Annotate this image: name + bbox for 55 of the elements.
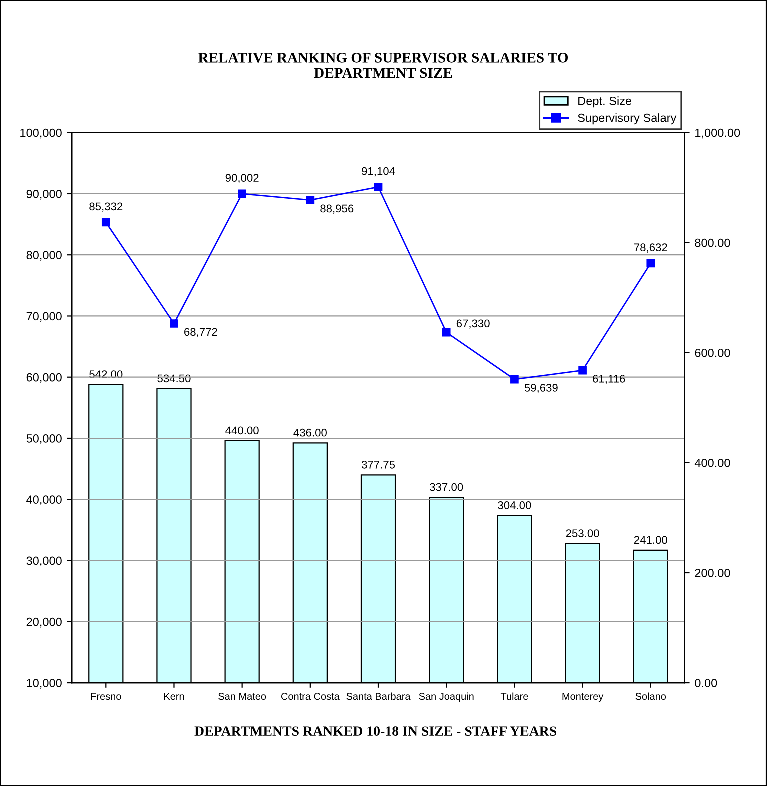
point (170, 320, 178, 328)
data-label: 253.00 (566, 530, 600, 538)
data-label: 337.00 (430, 483, 464, 492)
y2-tick-label: 200.00 (695, 569, 730, 578)
point (102, 218, 110, 227)
x-tick-label: San Joaquin (419, 692, 474, 702)
chart-title: RELATIVE RANKING OF SUPERVISOR SALARIES TO DEPARTMENT SIZE (198, 53, 568, 78)
data-label: 304.00 (498, 502, 532, 510)
y-tick-label: 30,000 (26, 556, 62, 567)
point (578, 366, 587, 375)
point (238, 190, 246, 198)
y2-tick-label: 400.00 (694, 458, 730, 468)
data-label: 68,772 (184, 328, 218, 338)
x-axis-title: DEPARTMENTS RANKED 10-18 IN SIZE - STAFF YEARS (194, 726, 557, 736)
y-tick-label: 10,000 (27, 679, 62, 689)
y-tick-label: 20,000 (26, 618, 62, 628)
data-label: 59,639 (524, 384, 558, 394)
data-label: 88,956 (320, 204, 354, 214)
data-label: 78,632 (634, 244, 668, 253)
point (442, 328, 451, 337)
x-tick-label: Kern (164, 693, 184, 700)
data-label: 85,332 (90, 202, 123, 212)
legend-label: Supervisory Salary (578, 114, 677, 125)
y-tick-label: 50,000 (26, 434, 62, 444)
y-tick-label: 40,000 (26, 496, 62, 506)
data-label: 377.75 (362, 460, 396, 469)
point (374, 183, 383, 192)
x-tick-label: San Mateo (218, 693, 266, 700)
point (306, 196, 315, 205)
data-label: 440.00 (226, 426, 259, 435)
y2-tick-label: 800.00 (695, 238, 730, 248)
x-tick-label: Monterey (562, 693, 604, 702)
y-tick-label: 60,000 (26, 373, 62, 384)
x-tick-label: Fresno (91, 693, 122, 700)
data-label: 90,002 (226, 174, 259, 184)
y2-tick-label: 600.00 (695, 348, 730, 358)
legend-label: Dept. Size (578, 96, 632, 108)
data-label: 436.00 (294, 428, 327, 437)
y-tick-label: 70,000 (26, 312, 62, 322)
data-label: 91,104 (362, 167, 396, 177)
data-label: 534.50 (158, 374, 191, 383)
y-tick-label: 80,000 (26, 251, 62, 261)
point (510, 375, 519, 384)
x-tick-label: Santa Barbara (346, 692, 411, 700)
y2-tick-label: 1,000.00 (696, 128, 740, 139)
x-tick-label: Contra Costa (281, 693, 340, 700)
x-tick-label: Tulare (500, 692, 528, 700)
x-tick-label: Solano (636, 692, 666, 700)
data-label: 67,330 (456, 320, 490, 329)
data-label: 241.00 (634, 536, 668, 544)
y-tick-label: 100,000 (20, 128, 62, 139)
point (646, 259, 656, 268)
y-tick-label: 90,000 (26, 190, 62, 200)
data-label: 61,116 (593, 375, 626, 384)
y2-tick-label: 0.00 (695, 679, 718, 688)
